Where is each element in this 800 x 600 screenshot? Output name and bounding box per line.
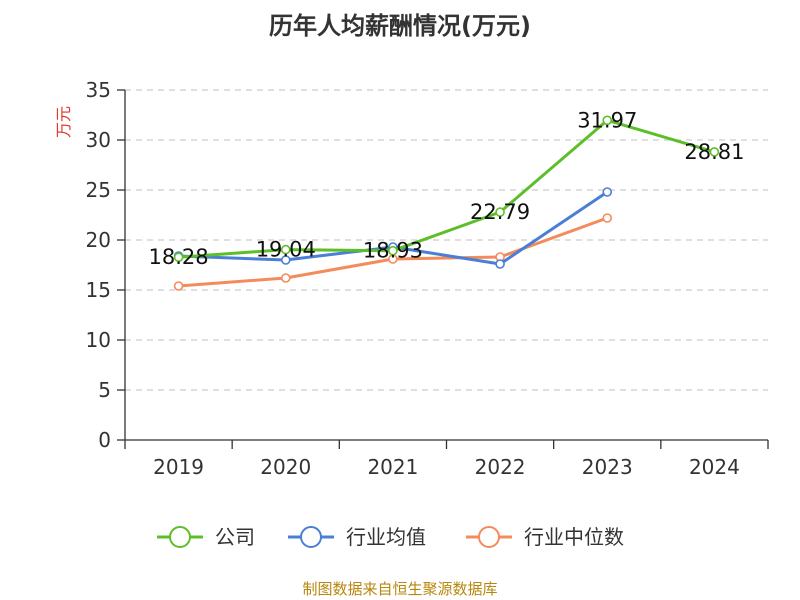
chart-title: 历年人均薪酬情况(万元) [269, 12, 531, 40]
data-point-s0-2019 [173, 252, 184, 263]
data-point-s1-2023 [602, 187, 613, 197]
gridlines [125, 89, 768, 391]
data-label-2020: 19.04 [256, 238, 316, 262]
data-point-s2-2020 [280, 273, 291, 283]
x-tick-label-2019: 2019 [153, 455, 204, 479]
data-point-s2-2019 [173, 281, 184, 291]
legend-marker-1 [300, 526, 322, 548]
data-label-2023: 31.97 [577, 108, 637, 132]
y-tick-label-20: 20 [86, 228, 111, 252]
data-label-2024: 28.81 [684, 140, 744, 164]
data-point-s0-2022 [495, 207, 505, 217]
x-tick-label-2021: 2021 [367, 455, 418, 479]
data-point-s0-2023 [602, 115, 613, 126]
y-tick-label-10: 10 [86, 328, 111, 352]
axes: 0 5 10 15 20 25 30 35 万元 2019 2020 2021 2022 2023 2024 [54, 78, 769, 479]
legend-label-1: 行业均值 [346, 525, 426, 549]
legend: 公司 行业均值 行业中位数 [157, 525, 624, 549]
data-point-s0-2020 [280, 244, 291, 255]
data-point-s2-2023 [602, 213, 613, 223]
data-label-2019: 18.28 [149, 245, 209, 269]
data-label-2022: 22.79 [470, 200, 530, 224]
series-line-0 [178, 118, 715, 259]
y-tick-label-30: 30 [86, 128, 111, 152]
data-labels: 18.28 19.04 18.93 22.79 31.97 28.81 [149, 108, 745, 269]
data-point-s1-2022 [495, 259, 505, 269]
x-tick-label-2022: 2022 [475, 455, 526, 479]
data-source-note: 制图数据来自恒生聚源数据库 [302, 580, 498, 598]
y-tick-label-5: 5 [98, 378, 111, 402]
series-lines [173, 115, 720, 291]
legend-label-2: 行业中位数 [524, 525, 624, 549]
x-tick-label-2020: 2020 [260, 455, 311, 479]
legend-label-0: 公司 [215, 525, 255, 549]
y-tick-label-25: 25 [86, 178, 111, 202]
legend-marker-2 [478, 526, 500, 548]
data-label-2021: 18.93 [363, 239, 423, 263]
y-tick-label-15: 15 [86, 278, 111, 302]
x-tick-label-2023: 2023 [582, 455, 633, 479]
y-tick-label-0: 0 [98, 428, 111, 452]
y-axis-label: 万元 [54, 106, 73, 138]
data-point-s0-2024 [709, 147, 720, 157]
y-tick-label-35: 35 [86, 78, 111, 102]
x-tick-label-2024: 2024 [689, 455, 740, 479]
data-point-s1-2020 [280, 255, 291, 265]
legend-marker-0 [169, 526, 191, 548]
data-point-s0-2021 [388, 245, 398, 256]
